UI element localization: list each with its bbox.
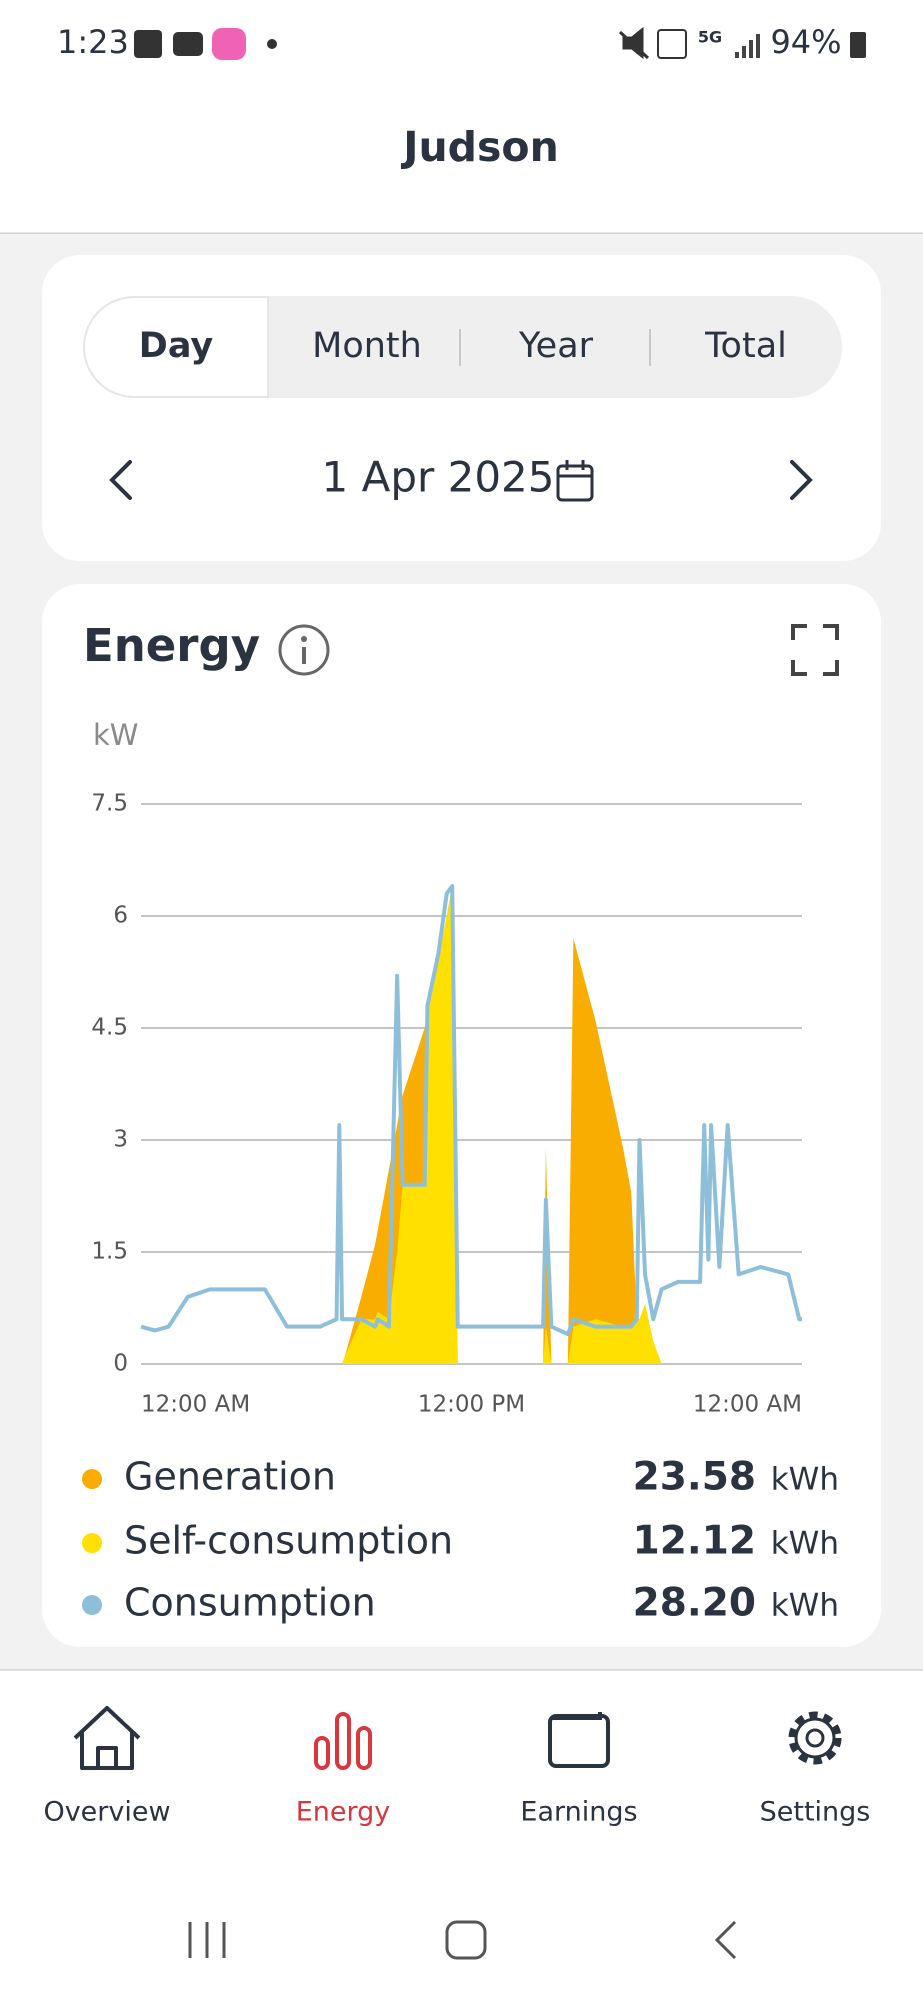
status-icon-mute: [618, 26, 650, 60]
calendar-icon[interactable]: [556, 460, 594, 502]
status-signal: [735, 34, 760, 58]
prev-date[interactable]: [109, 460, 132, 500]
nav-icon-earnings[interactable]: [548, 1712, 610, 1768]
tab-selected-bg: [83, 296, 269, 398]
gear-body: [794, 1717, 836, 1759]
info-icon[interactable]: [278, 624, 330, 676]
nav-icon-settings[interactable]: [788, 1711, 842, 1765]
nav-label[interactable]: Overview: [43, 1797, 170, 1828]
sys-recents[interactable]: [188, 1922, 226, 1958]
y-tick-label: 4.5: [91, 1015, 128, 1041]
legend-total: 12.12: [633, 1519, 756, 1564]
home-icon: [73, 1706, 141, 1770]
line-series: [140, 884, 802, 1337]
legend-total: 28.20: [633, 1581, 756, 1626]
legend-unit: kWh: [771, 1526, 839, 1562]
nav-label[interactable]: Earnings: [520, 1797, 637, 1828]
date-label[interactable]: 1 Apr 2025: [322, 453, 555, 502]
info-dot: [301, 636, 307, 642]
next-date[interactable]: [790, 460, 813, 500]
status-dot: [267, 39, 277, 49]
status-time: 1:23: [57, 23, 129, 61]
tab-bar: [83, 296, 842, 398]
y-tick-label: 1.5: [91, 1239, 128, 1265]
legend-name: Generation: [124, 1455, 336, 1499]
x-tick-label: 12:00 AM: [141, 1392, 250, 1418]
bar-icon: [314, 1736, 330, 1770]
period-tab[interactable]: Day: [139, 326, 214, 366]
x-tick-label: 12:00 PM: [418, 1392, 525, 1418]
status-icon-gallery: [134, 30, 162, 58]
tabs: Day Month Year Total: [139, 326, 787, 366]
sys-back[interactable]: [714, 1920, 737, 1960]
sys-home[interactable]: [445, 1920, 487, 1960]
y-axis-unit: kW: [93, 718, 138, 752]
legend-unit: kWh: [771, 1462, 839, 1498]
status-icon-app: [212, 28, 246, 60]
bar-icon: [356, 1726, 372, 1770]
period-tab[interactable]: Year: [518, 326, 594, 366]
legend: Generation 23.58 kWh Self-consumption 12.12 k…: [82, 1455, 839, 1626]
nav-icon-overview[interactable]: [73, 1706, 141, 1770]
nav-label[interactable]: Settings: [760, 1797, 871, 1828]
chart-title: Energy: [83, 619, 260, 672]
legend-name: Consumption: [124, 1581, 376, 1625]
chart-card: [42, 584, 881, 1647]
nav-icon-energy[interactable]: [314, 1712, 372, 1770]
nav-bg: [0, 1670, 923, 2000]
x-tick-label: 12:00 AM: [693, 1392, 802, 1418]
nav-labels: Overview Energy Earnings Settings: [43, 1797, 870, 1828]
battery-icon: [850, 32, 866, 58]
legend-dot: [82, 1595, 102, 1615]
legend-name: Self-consumption: [124, 1519, 453, 1563]
legend-dot: [82, 1469, 102, 1489]
bar-icon: [335, 1712, 351, 1770]
legend-total: 23.58: [633, 1455, 756, 1500]
page-title: Judson: [400, 123, 559, 171]
calendar-body: [556, 464, 594, 502]
status-battery: 94%: [770, 23, 841, 61]
status-icon-volte: [657, 29, 687, 59]
plot: 0 1.5 3 4.5 6 7.5 12:00 AM 12:00 PM 12:00 AM: [91, 791, 802, 1418]
info-circle: [278, 624, 330, 676]
period-tab[interactable]: Total: [704, 326, 787, 366]
period-tab[interactable]: Month: [312, 326, 422, 366]
nav-label[interactable]: Energy: [296, 1797, 391, 1828]
status-network: 5G: [698, 28, 722, 47]
legend-dot: [82, 1533, 102, 1553]
y-tick-label: 3: [113, 1127, 128, 1153]
fullscreen-icon[interactable]: [791, 624, 839, 676]
wallet-body: [548, 1714, 610, 1768]
y-tick-label: 0: [113, 1351, 128, 1377]
legend-unit: kWh: [771, 1588, 839, 1624]
y-tick-label: 6: [113, 903, 128, 929]
y-tick-label: 7.5: [91, 791, 128, 817]
status-icon-wallet: [173, 32, 203, 56]
gear-hole: [805, 1728, 825, 1748]
gear-teeth: [788, 1711, 842, 1765]
